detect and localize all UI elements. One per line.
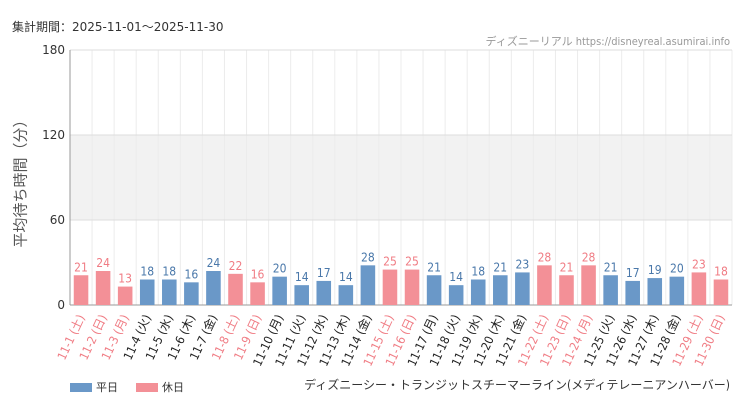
data-label: 13	[118, 272, 132, 286]
bar	[448, 285, 464, 305]
data-label: 17	[317, 266, 331, 280]
bar	[228, 273, 243, 305]
legend-item-holiday: 休日	[136, 379, 184, 395]
bar	[647, 278, 663, 305]
y-tick-label: 0	[57, 298, 65, 312]
data-label: 24	[207, 256, 221, 270]
bar	[603, 275, 618, 305]
bar	[382, 269, 398, 305]
legend-swatch-weekday	[70, 382, 92, 392]
legend-label-weekday: 平日	[96, 381, 118, 394]
data-label: 28	[538, 250, 552, 264]
bar	[515, 272, 530, 305]
data-label: 24	[96, 256, 110, 270]
bar	[316, 280, 332, 305]
data-label: 16	[251, 267, 265, 281]
bar	[470, 279, 486, 305]
bar	[559, 275, 574, 305]
legend: 平日 休日	[70, 379, 184, 395]
data-label: 21	[604, 260, 618, 274]
data-label: 25	[405, 255, 419, 269]
period-label: 集計期間：2025-11-01～2025-11-30	[12, 20, 224, 34]
data-label: 14	[339, 270, 353, 284]
bar	[581, 265, 596, 305]
data-label: 18	[140, 265, 154, 279]
bar	[713, 279, 729, 305]
bar	[206, 271, 221, 305]
data-label: 22	[229, 259, 243, 273]
bar	[360, 265, 376, 305]
y-tick-label: 60	[50, 213, 65, 227]
data-label: 18	[162, 265, 176, 279]
y-tick-label: 180	[42, 43, 65, 57]
data-label: 21	[560, 260, 574, 274]
data-label: 21	[427, 260, 441, 274]
legend-label-holiday: 休日	[162, 381, 184, 394]
bar	[250, 282, 265, 305]
data-label: 20	[670, 262, 684, 276]
data-label: 18	[471, 265, 485, 279]
bar	[426, 275, 442, 305]
data-label: 16	[184, 267, 198, 281]
data-label: 20	[273, 262, 287, 276]
data-label: 25	[383, 255, 397, 269]
bar	[294, 285, 309, 305]
data-label: 17	[626, 266, 640, 280]
bar	[338, 285, 354, 305]
data-label: 28	[361, 250, 375, 264]
bar	[625, 280, 640, 305]
bar	[691, 272, 707, 305]
bar	[669, 276, 685, 305]
data-label: 18	[714, 265, 728, 279]
chart-title: ディズニーシー・トランジットスチーマーライン(メディテレーニアンハーバー)	[304, 378, 730, 392]
bar	[95, 271, 111, 305]
bar	[139, 279, 155, 305]
data-label: 14	[295, 270, 309, 284]
data-label: 21	[493, 260, 507, 274]
bar	[162, 279, 177, 305]
data-label: 19	[648, 263, 662, 277]
bar	[117, 286, 133, 305]
bar	[537, 265, 552, 305]
bar	[73, 275, 89, 305]
site-credit: ディズニーリアル https://disneyreal.asumirai.inf…	[485, 35, 730, 48]
data-label: 21	[74, 260, 88, 274]
bar	[272, 276, 287, 305]
y-tick-label: 120	[42, 128, 65, 142]
data-label: 14	[449, 270, 463, 284]
data-label: 23	[515, 257, 529, 271]
bar	[404, 269, 420, 305]
legend-item-weekday: 平日	[70, 379, 118, 395]
data-label: 28	[582, 250, 596, 264]
data-label: 23	[692, 257, 706, 271]
bar	[184, 282, 199, 305]
legend-swatch-holiday	[136, 382, 158, 392]
bar	[493, 275, 508, 305]
